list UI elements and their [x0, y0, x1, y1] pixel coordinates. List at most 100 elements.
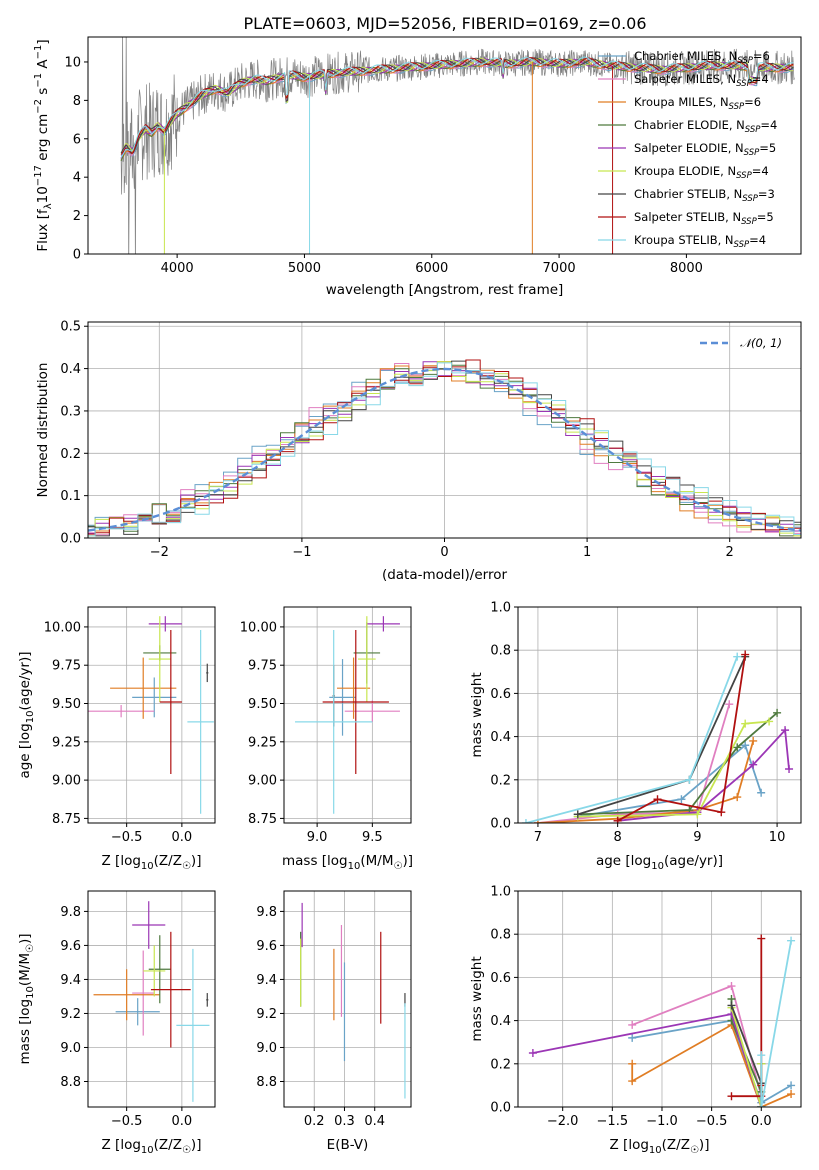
y-tick-label: 8.8: [256, 1075, 277, 1090]
y-tick-label: 9.0: [60, 1041, 81, 1056]
model-curve: [120, 58, 794, 159]
weight-point: [757, 1051, 766, 1060]
y-tick-label: 1.0: [490, 601, 511, 616]
y-tick-label: 9.2: [60, 1007, 81, 1022]
weight-point: [785, 765, 794, 773]
weight-series-line: [760, 940, 792, 1107]
y-tick-label: 9.75: [248, 659, 277, 674]
weight-point: [693, 810, 702, 819]
x-tick-label: −0.5: [111, 830, 143, 845]
figure-title: PLATE=0603, MJD=52056, FIBERID=0169, z=0…: [243, 14, 646, 33]
x-tick-label: 9: [693, 830, 701, 845]
y-tick-label: 0.0: [490, 817, 511, 832]
weight-point: [628, 1020, 637, 1029]
weight-point: [787, 936, 796, 945]
y-tick-label: 0: [73, 248, 81, 263]
weight-point: [653, 795, 662, 804]
legend-entry: Kroupa ELODIE, NSSP=4: [634, 164, 769, 181]
weight-point: [741, 719, 750, 728]
x-tick-label: 9.5: [362, 830, 383, 845]
y-tick-label: 0.1: [60, 489, 81, 504]
axes-frame: [517, 606, 802, 824]
weight-point: [773, 708, 782, 717]
weight-point: [787, 1081, 796, 1090]
x-tick-label: 8: [614, 830, 622, 845]
weight-series-line: [537, 703, 731, 823]
y-tick-label: 9.6: [256, 939, 277, 954]
mass-weight-vs-Z-panel: −2.0 −1.5 −1.0 −0.5 0.0 0.0 0.2 0.4 0.6 0.8 1.0 Z […: [469, 885, 802, 1156]
y-tick-label: 0.2: [60, 447, 81, 462]
weight-series-line: [617, 654, 747, 822]
axes-frame: [87, 890, 216, 1108]
y-tick-label: 0.8: [490, 928, 511, 943]
y-tick-label: 0.2: [490, 1057, 511, 1072]
weight-point: [685, 775, 694, 784]
y-tick-label: 9.00: [52, 774, 81, 789]
y-tick-label: 0.4: [490, 730, 511, 745]
x-tick-label: 0.4: [364, 1114, 385, 1129]
residuals-plot-area: [88, 359, 801, 537]
legend-entry: 𝒩(0, 1): [740, 336, 782, 350]
spectrum-legend: Chabrier MILES, NSSP=6 Salpeter MILES, NS…: [598, 49, 777, 250]
y-axis-label: age [log10(age/yr)]: [17, 651, 36, 778]
x-tick-label: 6000: [415, 261, 448, 276]
y-tick-label: 2: [73, 209, 81, 224]
y-tick-label: 9.6: [60, 939, 81, 954]
x-tick-label: 9.0: [307, 830, 328, 845]
weight-point: [727, 1001, 736, 1010]
mass-vs-ebv-plot-area: [300, 902, 406, 1099]
y-tick-label: 4: [73, 171, 81, 186]
x-tick-label: 1: [583, 545, 591, 560]
x-tick-label: 7: [534, 830, 542, 845]
y-tick-label: 0.0: [60, 532, 81, 547]
mass-weight-vs-Z-plot-area: [528, 934, 796, 1107]
age-vs-Z-plot-area: [88, 616, 214, 814]
y-tick-label: 0.4: [60, 362, 81, 377]
legend-entry: Chabrier ELODIE, NSSP=4: [634, 118, 777, 135]
mass-vs-Z-plot-area: [93, 901, 210, 1102]
legend-entry: Kroupa MILES, NSSP=6: [634, 95, 761, 112]
weight-point: [613, 816, 622, 823]
weight-point: [765, 717, 774, 726]
age-vs-Z-panel: −0.5 0.0 8.75 9.00 9.25 9.50 9.75 10.00 Z [log10…: [17, 606, 216, 872]
y-tick-label: 9.8: [60, 905, 81, 920]
weight-point: [781, 726, 790, 735]
y-tick-label: 8: [73, 94, 81, 109]
weight-point: [628, 1033, 637, 1042]
y-tick-label: 9.4: [60, 973, 81, 988]
weight-point: [749, 736, 758, 745]
x-tick-label: −1.0: [646, 1114, 678, 1129]
y-axis-label: Normed distribution: [35, 363, 51, 498]
y-axis-label: mass [log10(M/M☉)]: [17, 933, 36, 1064]
weight-point: [628, 1077, 637, 1086]
y-tick-label: 0.2: [490, 773, 511, 788]
x-axis-label: E(B-V): [327, 1137, 369, 1153]
model-curve: [120, 56, 794, 158]
y-tick-label: 8.8: [60, 1075, 81, 1090]
weight-point: [628, 1059, 637, 1068]
weight-series-line: [730, 1007, 763, 1107]
weight-point: [757, 934, 766, 943]
spectrum-panel: 4000 5000 6000 7000 8000 0 2 4 6 8 10 wavelength [A…: [33, 36, 802, 298]
weight-point: [749, 760, 758, 769]
x-tick-label: −0.5: [696, 1114, 728, 1129]
x-tick-label: 0: [440, 545, 448, 560]
axes-frame: [517, 890, 802, 1108]
weight-point: [741, 741, 750, 750]
x-tick-label: 0.0: [172, 830, 193, 845]
x-tick-label: 10: [769, 830, 786, 845]
residuals-panel: −2 −1 0 1 2 0.0 0.1 0.2 0.3 0.4 0.5 (data-model)/er…: [35, 320, 802, 583]
y-tick-label: 1.0: [490, 885, 511, 900]
weight-point: [725, 700, 734, 709]
y-tick-label: 0.6: [490, 687, 511, 702]
weight-point: [528, 1049, 537, 1057]
legend-entry: Salpeter ELODIE, NSSP=5: [634, 141, 776, 158]
y-tick-label: 0.6: [490, 971, 511, 986]
weight-series-line: [731, 938, 763, 1098]
normal-reference-curve: [88, 367, 801, 532]
weight-point: [787, 1090, 796, 1099]
legend-entry: Chabrier MILES, NSSP=6: [634, 49, 770, 66]
x-tick-label: 7000: [543, 261, 576, 276]
legend-entry: Chabrier STELIB, NSSP=3: [634, 187, 775, 204]
y-tick-label: 10: [64, 55, 81, 70]
